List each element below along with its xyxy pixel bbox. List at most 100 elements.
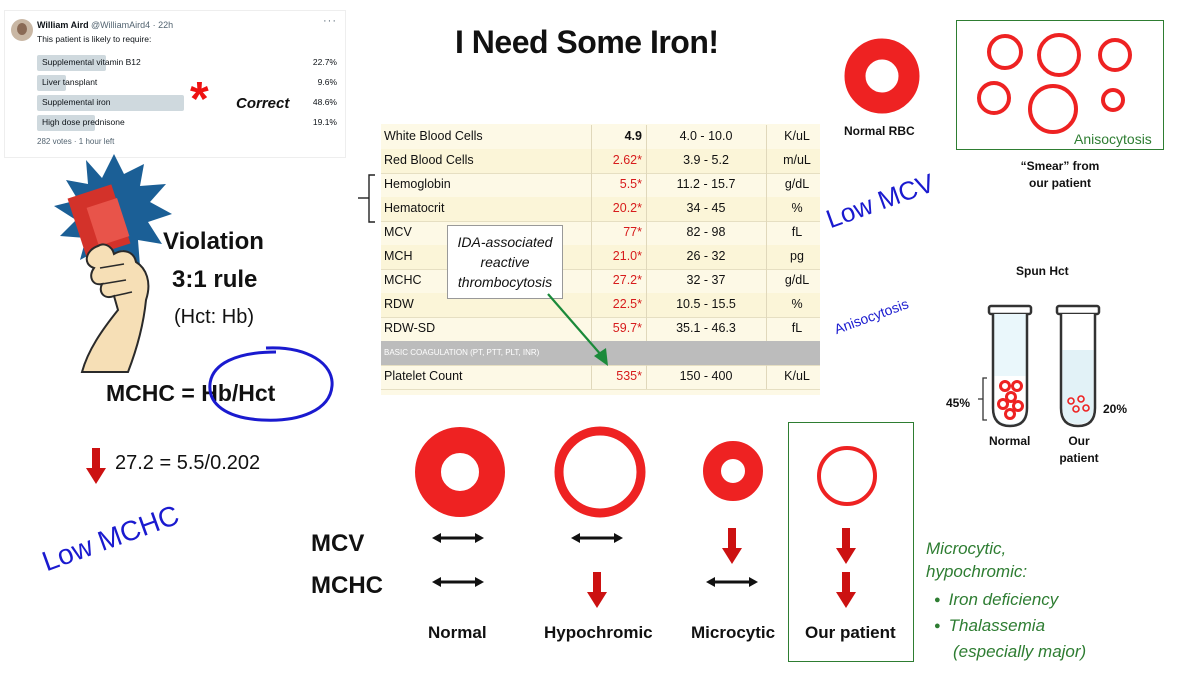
microcytic-item-text: Iron deficiency [948, 590, 1059, 609]
hct-hb-ratio: (Hct: Hb) [174, 306, 254, 328]
microcytic-heading: Microcytic, hypochromic: [926, 537, 1027, 583]
poll-option-bar [37, 95, 184, 111]
lab-section-header-text: BASIC COAGULATION (PT, PTT, PLT, INR) [384, 348, 540, 357]
lab-reference-range: 11.2 - 15.7 [676, 177, 736, 191]
twitter-poll-card: William Aird @WilliamAird4 · 22h ··· Thi… [4, 10, 346, 158]
poll-option-percent: 48.6% [312, 97, 337, 107]
poll-option-label: High dose prednisone [42, 117, 125, 127]
microcytic-list-item: Thalassemia [934, 614, 1086, 640]
normal-rbc-icon [844, 38, 920, 114]
normal-tube-label: Normal [989, 434, 1031, 448]
lab-reference-range: 32 - 37 [686, 273, 726, 287]
microcytic-item-text: Thalassemia [948, 616, 1046, 635]
rbc-normal-icon [415, 427, 505, 517]
lab-name: Hemoglobin [384, 177, 451, 191]
down-arrow-icon [86, 448, 106, 484]
mchc-calculation: 27.2 = 5.5/0.202 [115, 452, 261, 474]
low-mchc-annotation: Low MCHC [38, 499, 184, 578]
poll-option-label: Supplemental vitamin B12 [42, 57, 141, 67]
lab-reference-range: 3.9 - 5.2 [683, 153, 729, 167]
microcytic-list: Iron deficiency Thalassemia (especially … [934, 588, 1087, 663]
left-right-arrow-icon [571, 533, 623, 543]
patient-tube-label-line: patient [1059, 451, 1099, 465]
rbc-hypochromic-icon [554, 426, 646, 518]
lab-value: 27.2* [612, 273, 642, 287]
lab-name: Platelet Count [384, 369, 463, 383]
microcytic-list-item: Iron deficiency [934, 588, 1086, 614]
lab-name: MCV [384, 225, 412, 239]
poll-option-percent: 22.7% [312, 57, 337, 67]
lab-reference-range: 34 - 45 [686, 201, 726, 215]
lab-value: 59.7* [612, 321, 642, 335]
lab-reference-range: 35.1 - 46.3 [676, 321, 736, 335]
poll-author-name[interactable]: William Aird [37, 20, 89, 30]
lab-name: Hematocrit [384, 201, 445, 215]
patient-tube-label-line: Our [1068, 434, 1090, 448]
ida-note-line: IDA-associated [457, 234, 553, 250]
correct-label: Correct [236, 95, 290, 112]
hb-hct-bracket [358, 174, 375, 223]
lab-value: 77* [623, 225, 642, 239]
mcv-row-label: MCV [311, 530, 365, 557]
lab-row: Platelet Count 535* 150 - 400 K/uL [381, 365, 820, 390]
rbc-our-patient-icon [817, 446, 877, 506]
lab-name: MCHC [384, 273, 422, 287]
mchc-row-label: MCHC [311, 572, 383, 599]
poll-option-percent: 19.1% [312, 117, 337, 127]
left-right-arrow-icon [432, 577, 484, 587]
blue-circle-annotation [208, 346, 334, 422]
patient-hct-percent: 20% [1103, 402, 1128, 416]
column-label-hypochromic: Hypochromic [544, 623, 653, 642]
lab-value: 22.5* [612, 297, 642, 311]
poll-option-label: Liver tansplant [42, 77, 98, 87]
smear-cells [977, 33, 1132, 134]
avatar[interactable] [11, 19, 33, 41]
lab-row: Red Blood Cells 2.62* 3.9 - 5.2 m/uL [381, 149, 820, 174]
normal-rbc-label: Normal RBC [844, 124, 915, 138]
down-arrow-icon [836, 528, 856, 564]
normal-hct-percent: 45% [946, 396, 971, 410]
smear-caption-line: our patient [1029, 176, 1091, 190]
down-arrow-icon [587, 572, 607, 608]
lab-unit: fL [791, 321, 803, 335]
lab-unit: % [791, 297, 803, 311]
lab-unit: % [791, 201, 803, 215]
poll-option: Liver tansplant 9.6% [37, 75, 339, 91]
lab-value: 4.9 [624, 129, 642, 143]
left-right-arrow-icon [432, 533, 484, 543]
spun-hct-tubes [978, 304, 1101, 428]
smear-caption: “Smear” from our patient [1010, 158, 1110, 192]
lab-reference-range: 150 - 400 [679, 369, 733, 383]
poll-option: Supplemental iron 48.6% [37, 95, 339, 111]
poll-option-bar [37, 55, 106, 71]
violation-title: Violation [163, 228, 264, 255]
column-label-normal: Normal [428, 623, 487, 642]
rbc-microcytic-icon [703, 441, 763, 501]
lab-name: MCH [384, 249, 413, 263]
ida-note-box: IDA-associated reactive thrombocytosis [447, 225, 563, 299]
lab-value: 2.62* [612, 153, 642, 167]
lab-unit: K/uL [784, 369, 810, 383]
lab-unit: fL [791, 225, 803, 239]
mchc-formula-left: MCHC = [106, 380, 202, 406]
lab-row: White Blood Cells 4.9 4.0 - 10.0 K/uL [381, 125, 820, 150]
rule-title: 3:1 rule [172, 266, 258, 293]
poll-option-bar [37, 75, 66, 91]
down-arrow-icon [836, 572, 856, 608]
poll-option-label: Supplemental iron [42, 97, 111, 107]
left-right-arrow-icon [706, 577, 758, 587]
lab-table: White Blood Cells 4.9 4.0 - 10.0 K/uL Red Bl… [381, 124, 820, 395]
lab-value: 5.5* [619, 177, 642, 191]
poll-option-bar [37, 115, 95, 131]
poll-option-percent: 9.6% [317, 77, 337, 87]
smear-anisocytosis-label: Anisocytosis [1074, 131, 1152, 147]
lab-name: RDW [384, 297, 414, 311]
lab-unit: K/uL [784, 129, 810, 143]
smear-box [956, 20, 1164, 150]
poll-footer: 282 votes · 1 hour left [37, 137, 115, 146]
asterisk-icon: * [190, 73, 209, 126]
lab-name: White Blood Cells [384, 129, 483, 143]
poll-question: This patient is likely to require: [37, 34, 152, 44]
ellipsis-icon[interactable]: ··· [323, 15, 337, 27]
poll-option: Supplemental vitamin B12 22.7% [37, 55, 339, 71]
